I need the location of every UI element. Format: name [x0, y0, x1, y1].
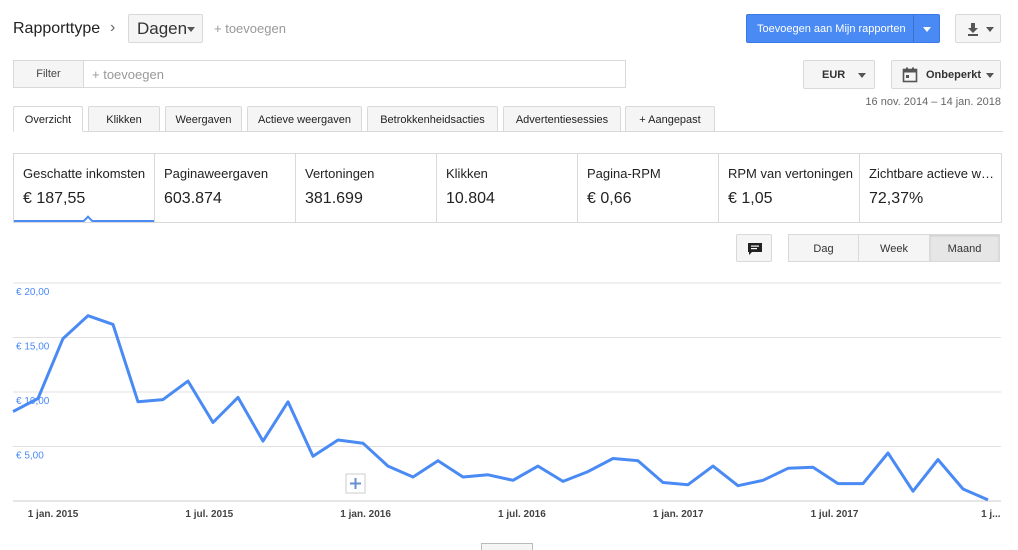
x-tick-label: 1 jul. 2016	[498, 509, 546, 520]
date-range-dropdown[interactable]: Onbeperkt	[891, 60, 1001, 89]
y-tick-label: € 20,00	[16, 287, 50, 298]
metric-name: RPM van vertoningen	[728, 166, 854, 181]
caret-down-icon	[986, 27, 994, 32]
metric-value: € 1,05	[728, 190, 773, 207]
report-tabs: Overzicht Klikken Weergaven Actieve weer…	[13, 106, 1018, 132]
metric-impressions[interactable]: Vertoningen 381.699	[296, 154, 437, 222]
metric-name: Zichtbare actieve weergaven	[869, 166, 1001, 181]
metric-name: Paginaweergaven	[164, 166, 269, 181]
caret-down-icon	[858, 73, 866, 78]
granularity-day-button[interactable]: Dag	[788, 234, 859, 262]
download-icon	[968, 23, 978, 36]
metric-value: 10.804	[446, 190, 495, 207]
caret-down-icon	[986, 73, 994, 78]
metric-viewable-active-views[interactable]: Zichtbare actieve weergaven 72,37%	[860, 154, 1001, 222]
metric-value: 381.699	[305, 190, 363, 207]
metric-clicks[interactable]: Klikken 10.804	[437, 154, 578, 222]
filter-button[interactable]: Filter	[14, 61, 84, 87]
metric-value: € 187,55	[23, 190, 86, 207]
y-tick-label: € 5,00	[16, 451, 44, 462]
metric-name: Vertoningen	[305, 166, 375, 181]
granularity-week-button[interactable]: Week	[858, 234, 930, 262]
chevron-right-icon: ›	[110, 19, 116, 36]
metric-pageviews[interactable]: Paginaweergaven 603.874	[155, 154, 296, 222]
dimension-selected: Dagen	[137, 19, 188, 38]
earnings-line-chart: € 5,00€ 10,00€ 15,00€ 20,001 jan. 2015 1 …	[12, 282, 1001, 520]
caret-down-icon[interactable]	[913, 15, 939, 42]
date-range-text: 16 nov. 2014 – 14 jan. 2018	[865, 96, 1001, 108]
plus-icon[interactable]	[345, 473, 366, 494]
currency-value: EUR	[822, 69, 846, 81]
comment-icon	[748, 243, 762, 255]
tab-weergaven[interactable]: Weergaven	[165, 106, 242, 132]
x-tick-label: 1 jul. 2015	[185, 509, 233, 520]
metric-name: Geschatte inkomsten	[23, 166, 146, 181]
metric-value: € 0,66	[587, 190, 632, 207]
top-bar: Rapporttype › Dagen + toevoegen Toevoege…	[0, 0, 1018, 56]
date-range-label: Onbeperkt	[926, 69, 982, 81]
metric-estimated-earnings[interactable]: Geschatte inkomsten € 187,55	[14, 154, 155, 222]
metric-name: Klikken	[446, 166, 488, 181]
currency-dropdown[interactable]: EUR	[803, 60, 875, 89]
filter-input[interactable]	[92, 61, 612, 87]
metrics-scorecard: Geschatte inkomsten € 187,55 Paginaweerg…	[13, 153, 1002, 223]
x-tick-label: 1 jul. 2017	[811, 509, 859, 520]
calendar-icon	[902, 67, 918, 83]
y-tick-label: € 15,00	[16, 342, 50, 353]
chart-range-handle[interactable]	[481, 543, 533, 550]
tab-actieve-weergaven[interactable]: Actieve weergaven	[247, 106, 362, 132]
metric-impression-rpm[interactable]: RPM van vertoningen € 1,05	[719, 154, 860, 222]
x-tick-label: 1 jan. 2015	[28, 509, 79, 520]
tab-aangepast[interactable]: + Aangepast	[625, 106, 715, 132]
metric-value: 603.874	[164, 190, 222, 207]
x-tick-label: 1 jan. 2017	[653, 509, 704, 520]
metric-name: Pagina-RPM	[587, 166, 661, 181]
tab-betrokkenheidsacties[interactable]: Betrokkenheidsacties	[367, 106, 498, 132]
metric-notch	[82, 215, 94, 222]
dimension-dropdown[interactable]: Dagen	[128, 14, 203, 43]
plus-icon-glyph	[350, 478, 361, 489]
x-tick-label: 1 j...	[981, 509, 1001, 520]
add-to-my-reports-label: Toevoegen aan Mijn rapporten	[757, 23, 906, 35]
tab-klikken[interactable]: Klikken	[88, 106, 160, 132]
metric-value: 72,37%	[869, 190, 924, 207]
tab-advertentiesessies[interactable]: Advertentiesessies	[503, 106, 621, 132]
report-type-label: Rapporttype	[13, 20, 101, 37]
series-line	[12, 314, 989, 502]
metric-page-rpm[interactable]: Pagina-RPM € 0,66	[578, 154, 719, 222]
tab-overzicht[interactable]: Overzicht	[13, 106, 83, 132]
x-tick-label: 1 jan. 2016	[340, 509, 391, 520]
add-to-my-reports-button[interactable]: Toevoegen aan Mijn rapporten	[746, 14, 940, 43]
filter-bar: Filter	[13, 60, 626, 88]
download-button[interactable]	[955, 14, 1001, 43]
caret-down-icon	[187, 27, 195, 32]
annotations-button[interactable]	[736, 234, 772, 262]
add-dimension-link[interactable]: + toevoegen	[214, 21, 286, 36]
granularity-month-button[interactable]: Maand	[929, 234, 1000, 262]
